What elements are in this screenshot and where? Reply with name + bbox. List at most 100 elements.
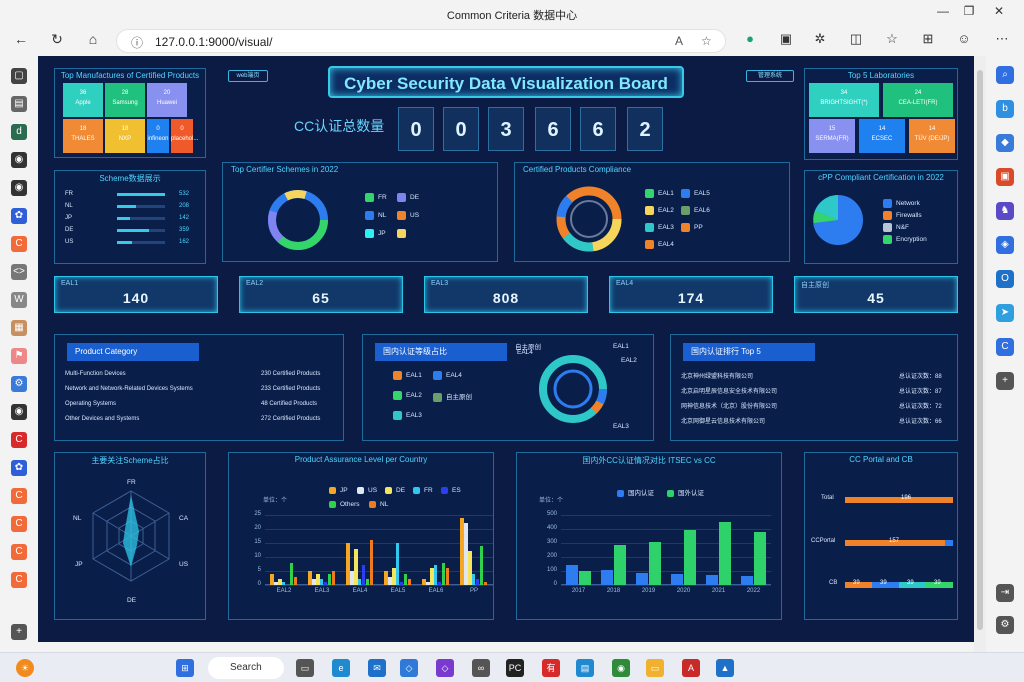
back-icon[interactable]: ← (14, 31, 28, 47)
send-icon[interactable]: ➤ (996, 304, 1014, 322)
page-icon[interactable]: ▤ (11, 96, 27, 112)
c-icon[interactable]: C (11, 236, 27, 252)
games-icon[interactable]: ♞ (996, 202, 1014, 220)
c-icon-4[interactable]: C (11, 544, 27, 560)
manufacturer-tile[interactable]: 18 THALES (63, 119, 103, 153)
tabs-icon[interactable]: ▢ (11, 68, 27, 84)
vscode-icon[interactable]: ◇ (400, 659, 418, 677)
favorite-icon[interactable]: ☆ (701, 34, 712, 48)
page-scrollbar[interactable] (974, 56, 986, 652)
weather-icon[interactable]: ☀ (16, 659, 34, 677)
avatar[interactable]: ☺ (957, 31, 971, 46)
app-icon-2[interactable]: ▤ (576, 659, 594, 677)
grid-icon[interactable]: ▦ (11, 320, 27, 336)
lab-tile[interactable]: 24 CEA-LETI(FR) (883, 83, 953, 117)
lab-tile[interactable]: 15 SERMA(FR) (809, 119, 855, 153)
x-tick-label: 2019 (641, 588, 656, 594)
legend-label: 国内认证 (628, 490, 654, 497)
split-screen-icon[interactable]: ◫ (849, 31, 863, 46)
legend-item: US (397, 211, 419, 220)
maximize-icon[interactable]: ❐ (963, 4, 975, 18)
lab-tile[interactable]: 34 BRIGHTSIGHT(*) (809, 83, 879, 117)
search-icon[interactable]: ⌕ (996, 66, 1014, 84)
chart-bar (278, 579, 282, 585)
github-icon[interactable]: ◉ (11, 152, 27, 168)
category-value: 48 Certified Products (261, 401, 318, 407)
photos-icon[interactable]: ▲ (716, 659, 734, 677)
refresh-icon[interactable]: ↻ (51, 31, 63, 47)
extension-icon[interactable]: ● (746, 31, 754, 46)
toolbox-icon[interactable]: ▣ (996, 168, 1014, 186)
edge-icon[interactable]: e (332, 659, 350, 677)
mail-icon[interactable]: ✉ (368, 659, 386, 677)
taskbar-search[interactable]: Search (208, 657, 284, 679)
settings-gear-icon[interactable]: ⚙ (996, 616, 1014, 634)
ring-eal3 (556, 186, 622, 252)
pycharm-icon[interactable]: PC (506, 659, 524, 677)
outlook-icon[interactable]: O (996, 270, 1014, 288)
start-icon[interactable]: ⊞ (176, 659, 194, 677)
manufacturer-tile[interactable]: 28 Samsung (105, 83, 145, 117)
favorites-icon[interactable]: ☆ (886, 31, 898, 46)
manufacturer-tile[interactable]: 36 Apple (63, 83, 103, 117)
extensions-icon[interactable]: ✲ (814, 31, 826, 46)
pdf-icon[interactable]: A (682, 659, 700, 677)
url-field[interactable]: ⓘ 127.0.0.1:9000/visual/ A ☆ (116, 29, 726, 53)
c-icon-2[interactable]: C (11, 488, 27, 504)
lab-tile[interactable]: 14 ECSEC (859, 119, 905, 153)
manufacturer-tile[interactable]: 0 infineon (147, 119, 169, 153)
manufacturer-tile[interactable]: 20 Huawei (147, 83, 187, 117)
scheme-panel: Scheme数据展示 FR 532 NL 208 JP 142 DE 359 US 162 (54, 170, 206, 264)
c-red-icon[interactable]: C (11, 432, 27, 448)
collections-icon[interactable]: ⊞ (922, 31, 934, 46)
app-icon[interactable]: ∞ (472, 659, 490, 677)
wikipedia-icon[interactable]: W (11, 292, 27, 308)
django-icon[interactable]: d (11, 124, 27, 140)
admin-tag[interactable]: 管理系统 (746, 70, 794, 82)
add-icon-right[interactable]: + (996, 372, 1014, 390)
bookmark-icon[interactable]: ⚑ (11, 348, 27, 364)
chart-bar (565, 564, 578, 585)
minimize-icon[interactable]: — (937, 4, 949, 18)
manufacturer-tile[interactable]: 18 NXP (105, 119, 145, 153)
github-icon-3[interactable]: ◉ (11, 404, 27, 420)
baidu-icon[interactable]: ✿ (11, 208, 27, 224)
legend-swatch (329, 487, 336, 494)
scrollbar-thumb[interactable] (977, 70, 983, 630)
baidu-icon-2[interactable]: ✿ (11, 460, 27, 476)
legend-swatch (645, 240, 654, 249)
manufacturers-panel: Top Manufactures of Certified Products 3… (54, 68, 206, 158)
inner-ring (570, 200, 608, 238)
c-icon-5[interactable]: C (11, 572, 27, 588)
tag-icon[interactable]: ◆ (996, 134, 1014, 152)
youdao-icon[interactable]: 有 (542, 659, 560, 677)
home-icon[interactable]: ⌂ (88, 31, 98, 47)
code-icon[interactable]: <> (11, 264, 27, 280)
read-aloud-icon[interactable]: A (675, 34, 684, 48)
chrome-icon[interactable]: ◉ (612, 659, 630, 677)
portal-value-total: 196 (901, 495, 912, 501)
add-icon[interactable]: + (11, 624, 27, 640)
lab-tile[interactable]: 14 TÜV (DE/JP) (909, 119, 955, 153)
portal-bar-total (845, 497, 953, 503)
extension-icon-2[interactable]: ▣ (779, 31, 793, 46)
manufacturer-tile[interactable]: 0 placehol... (171, 119, 198, 153)
more-icon[interactable]: ⋯ (995, 31, 1009, 46)
python-icon[interactable]: ⚙ (11, 376, 27, 392)
info-icon[interactable]: ⓘ (131, 36, 144, 50)
web-tag[interactable]: web端页 (228, 70, 268, 82)
explorer-icon[interactable]: ▭ (646, 659, 664, 677)
github-icon-2[interactable]: ◉ (11, 180, 27, 196)
task-view-icon[interactable]: ▭ (296, 659, 314, 677)
c-icon-3[interactable]: C (11, 516, 27, 532)
sidebar-toggle-icon[interactable]: ⇥ (996, 584, 1014, 602)
legend-swatch (397, 229, 406, 238)
visual-studio-icon[interactable]: ◇ (436, 659, 454, 677)
office-icon[interactable]: ◈ (996, 236, 1014, 254)
copilot-icon[interactable]: C (996, 338, 1014, 356)
legend-item: EAL3 (393, 411, 422, 420)
grid-line (265, 515, 493, 516)
close-icon[interactable]: ✕ (993, 4, 1005, 18)
chart-bar (468, 551, 472, 585)
bing-icon[interactable]: b (996, 100, 1014, 118)
